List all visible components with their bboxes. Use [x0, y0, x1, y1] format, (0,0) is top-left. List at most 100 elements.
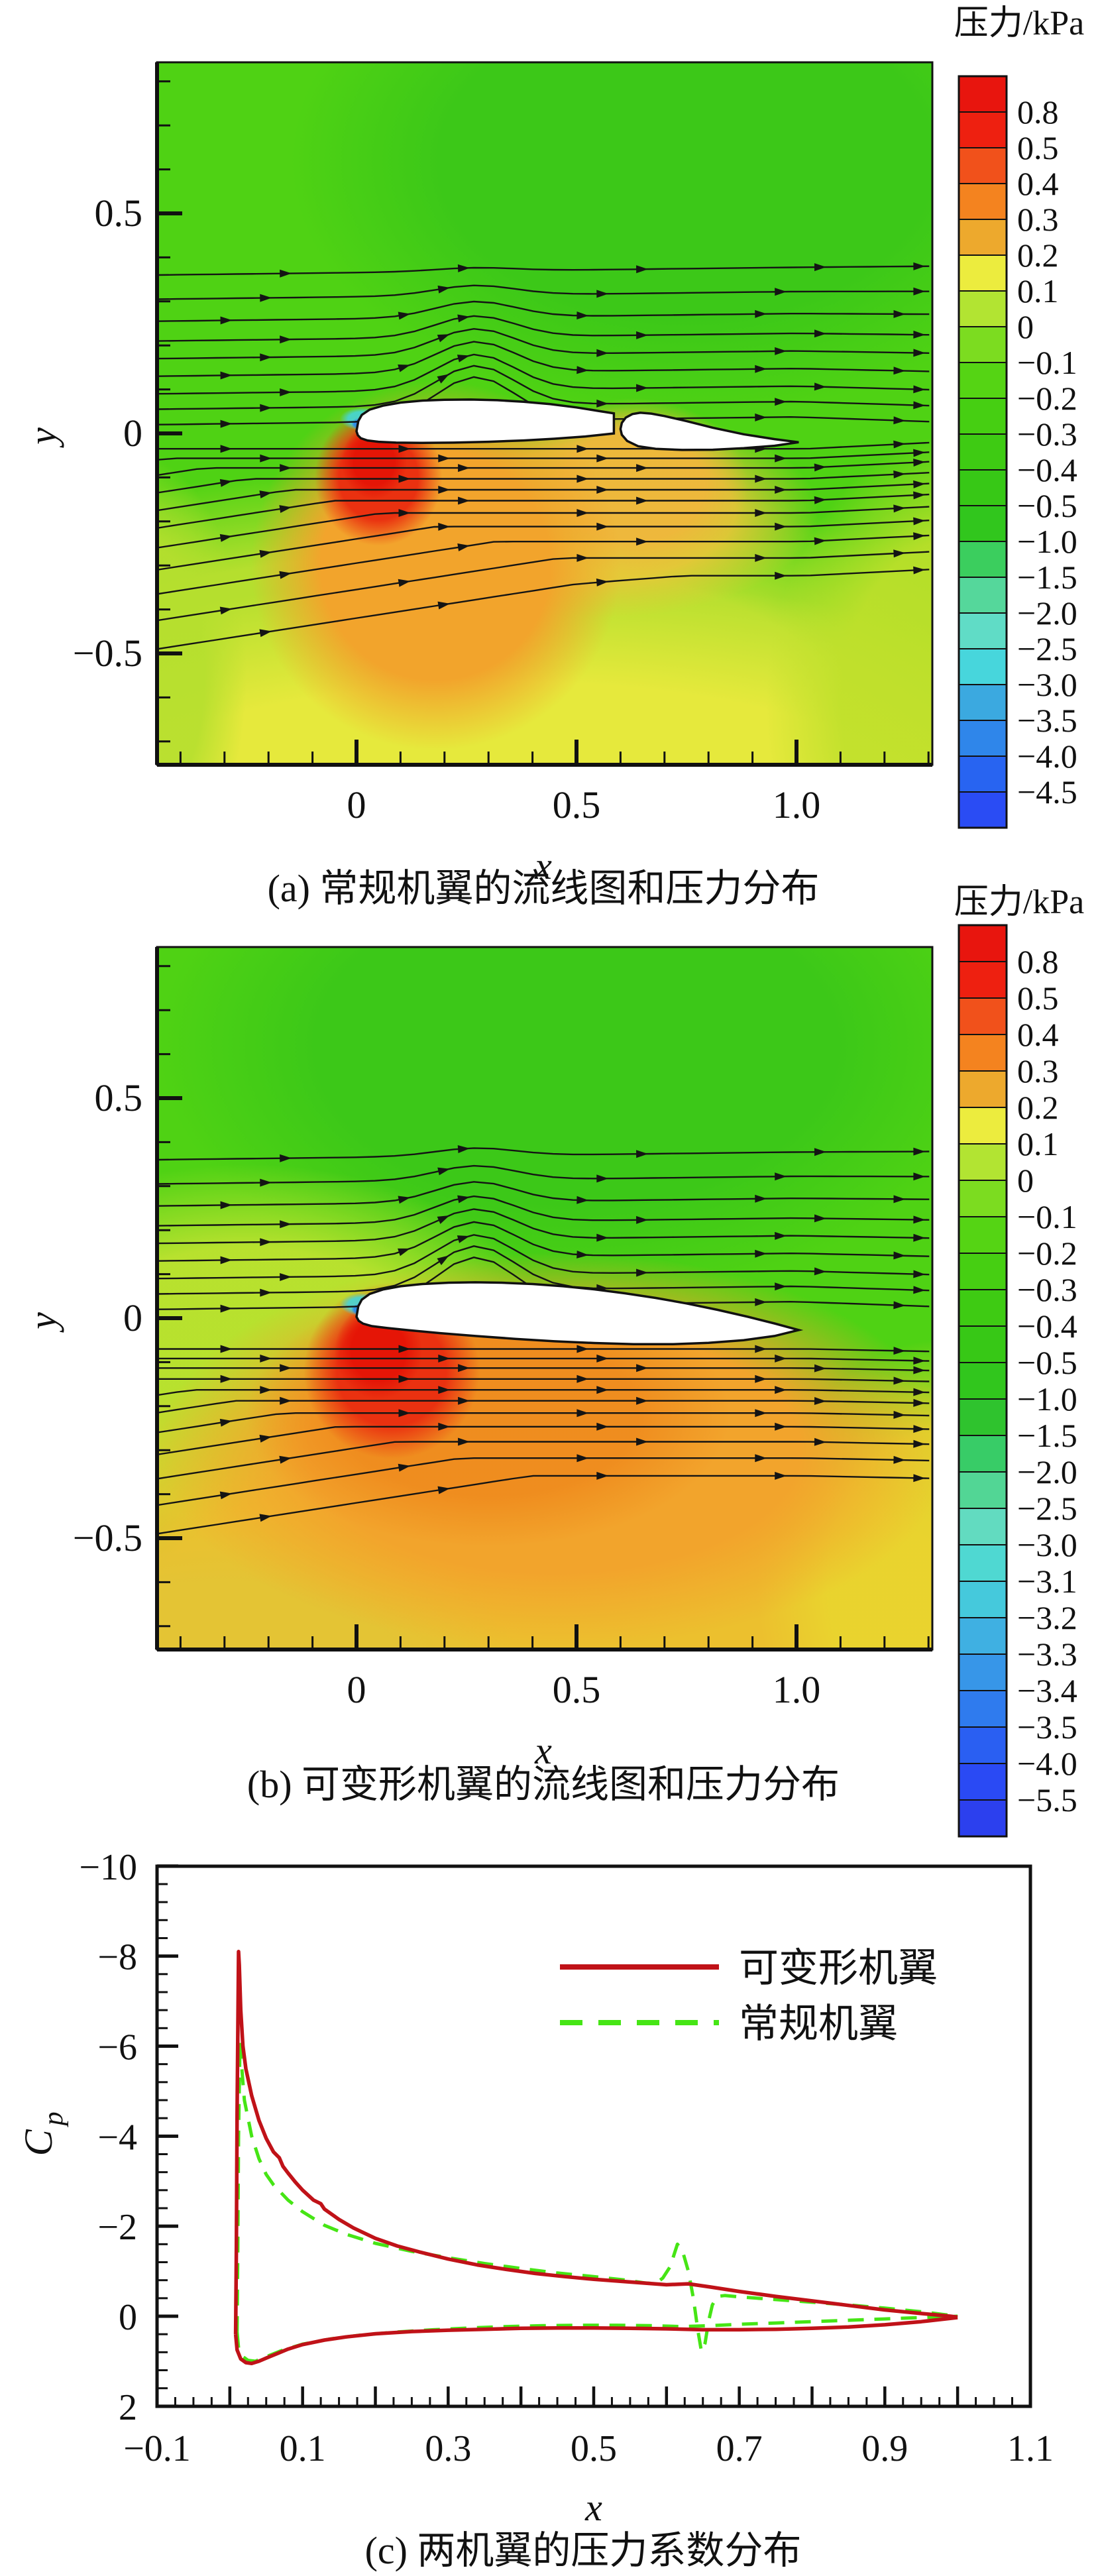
- colorbar-cell: [958, 111, 1007, 148]
- colorbar-tick-label: −1.5: [1017, 1417, 1077, 1454]
- streamline-arrow-icon: [755, 475, 767, 483]
- colorbar-cell: [958, 1325, 1007, 1363]
- colorbar-cell: [958, 469, 1007, 506]
- streamline-arrow-icon: [814, 463, 826, 472]
- streamline-arrow-icon: [279, 571, 292, 579]
- streamline: [157, 1475, 930, 1535]
- streamline-arrow-icon: [775, 1354, 787, 1363]
- streamline: [157, 1457, 930, 1506]
- streamline-arrow-icon: [219, 1491, 233, 1500]
- y-tick-label: −0.5: [73, 632, 142, 675]
- streamline-arrow-icon: [636, 331, 649, 339]
- streamline-arrow-icon: [437, 1167, 451, 1176]
- streamline-arrow-icon: [280, 1273, 292, 1282]
- streamline-arrow-icon: [260, 294, 272, 302]
- colorbar-tick-label: −0.1: [1017, 1198, 1077, 1235]
- streamline: [157, 506, 930, 549]
- colorbar-tick-label: −1.5: [1017, 559, 1077, 596]
- colorbar-tick-label: 0: [1017, 308, 1034, 345]
- colorbar-cell: [958, 1180, 1007, 1217]
- streamline-arrow-icon: [398, 1409, 411, 1418]
- streamline-arrow-icon: [259, 1434, 272, 1443]
- streamline-arrow-icon: [913, 401, 926, 410]
- colorbar-tick-label: 0.1: [1017, 1125, 1059, 1162]
- streamline-arrow-icon: [437, 285, 451, 294]
- colorbar-cell: [958, 1544, 1007, 1582]
- x-tick-label: 0.3: [425, 2428, 471, 2469]
- colorbar-tick-label: −3.5: [1017, 1708, 1077, 1746]
- colorbar-cell: [958, 1034, 1007, 1072]
- streamline-arrow-icon: [458, 1396, 470, 1405]
- streamline-arrow-icon: [398, 311, 411, 320]
- x-tick-label: 1.0: [773, 783, 821, 826]
- streamline-arrow-icon: [913, 1172, 926, 1181]
- pressure-contour-region: [765, 437, 932, 765]
- colorbar-tick-label: −1.0: [1017, 1380, 1077, 1418]
- y-tick-label: 0: [123, 1296, 142, 1339]
- pressure-contour-region: [157, 459, 247, 765]
- streamline-arrow-icon: [596, 1422, 609, 1431]
- colorbar-cell: [958, 1070, 1007, 1108]
- y-tick-label: 0: [123, 412, 142, 455]
- panel-a-streamline-pressure-plot: 0.50−0.50 0.5 1.0yx(a) 常规机翼的流线图和压力分布0.80.5…: [21, 5, 1084, 910]
- streamline-arrow-icon: [913, 330, 926, 339]
- panel-caption: (c) 两机翼的压力系数分布: [365, 2529, 802, 2572]
- streamline-arrow-icon: [280, 464, 292, 473]
- streamline-arrow-icon: [260, 454, 272, 463]
- colorbar-cell: [958, 398, 1007, 435]
- streamline-arrow-icon: [755, 364, 767, 373]
- colorbar-tick-label: −0.2: [1017, 380, 1077, 417]
- streamline-arrow-icon: [280, 388, 292, 397]
- streamline-arrow-icon: [220, 1256, 233, 1264]
- streamline-arrow-icon: [913, 532, 926, 541]
- pressure-field: [157, 947, 932, 1650]
- colorbar-tick-label: −3.0: [1017, 1526, 1077, 1563]
- colorbar-cell: [958, 147, 1007, 184]
- colorbar-cell: [958, 362, 1007, 399]
- streamline: [157, 520, 930, 571]
- streamline-arrow-icon: [220, 1304, 233, 1313]
- colorbar-cell: [958, 1508, 1007, 1545]
- streamline-arrow-icon: [260, 1238, 272, 1247]
- streamline-arrow-icon: [893, 470, 906, 478]
- streamline-arrow-icon: [438, 522, 451, 531]
- colorbar-cell: [958, 1617, 1007, 1655]
- streamline-arrow-icon: [438, 1386, 451, 1394]
- streamline: [157, 327, 930, 360]
- streamline: [157, 441, 930, 450]
- y-tick-label: 0: [119, 2297, 137, 2338]
- streamline-arrow-icon: [437, 374, 450, 384]
- colorbar-tick-label: −3.1: [1017, 1563, 1077, 1600]
- streamline-arrow-icon: [280, 1154, 292, 1162]
- streamline-arrow-icon: [893, 1376, 906, 1385]
- y-tick-label: 2: [119, 2387, 137, 2428]
- streamline-arrow-icon: [220, 316, 233, 325]
- y-tick-label: −2: [97, 2207, 137, 2248]
- streamline-arrow-icon: [576, 366, 589, 374]
- colorbar-cell: [958, 577, 1007, 614]
- streamline-arrow-icon: [913, 1474, 926, 1483]
- streamline-arrow-icon: [596, 1471, 609, 1480]
- streamline-arrow-icon: [893, 1455, 906, 1464]
- streamline-arrow-icon: [220, 371, 233, 380]
- streamline-arrow-icon: [814, 537, 826, 545]
- streamline-arrow-icon: [755, 1298, 767, 1306]
- axis-ticks: [157, 80, 930, 765]
- cp-label-main: C: [17, 2129, 60, 2156]
- streamline-arrow-icon: [398, 509, 411, 517]
- streamline-arrow-icon: [438, 1422, 451, 1431]
- streamline-arrow-icon: [596, 1354, 609, 1363]
- streamline: [157, 1412, 930, 1433]
- streamline-arrow-icon: [457, 1195, 470, 1204]
- streamline-arrow-icon: [636, 1364, 649, 1372]
- streamline-arrow-icon: [636, 1437, 649, 1446]
- streamline-arrow-icon: [398, 579, 411, 587]
- streamline-arrow-icon: [755, 413, 767, 421]
- colorbar: 0.80.50.40.30.20.10−0.1−0.2−0.3−0.4−0.5−…: [958, 75, 1077, 829]
- streamline-arrow-icon: [636, 1268, 649, 1277]
- pressure-field: [157, 62, 932, 765]
- colorbar-cell: [958, 1690, 1007, 1728]
- streamline-arrow-icon: [596, 1233, 609, 1242]
